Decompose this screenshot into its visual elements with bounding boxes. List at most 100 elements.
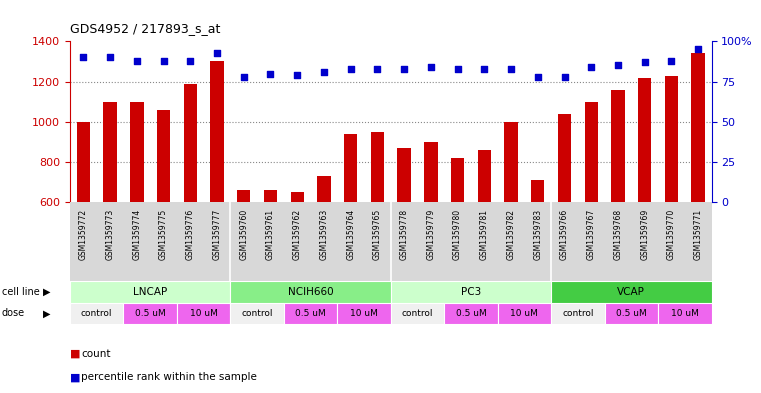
- Text: 0.5 uM: 0.5 uM: [456, 309, 486, 318]
- Bar: [451, 158, 464, 202]
- Bar: [264, 190, 277, 202]
- Bar: [692, 53, 705, 202]
- Point: [184, 57, 196, 64]
- Bar: [130, 102, 144, 202]
- Bar: [70, 281, 231, 303]
- Bar: [317, 176, 330, 202]
- Point: [425, 64, 437, 70]
- Bar: [123, 303, 177, 324]
- Text: GSM1359780: GSM1359780: [453, 209, 462, 260]
- Text: dose: dose: [2, 309, 24, 318]
- Text: GSM1359783: GSM1359783: [533, 209, 543, 260]
- Point: [692, 46, 704, 53]
- Point: [451, 66, 463, 72]
- Text: GSM1359770: GSM1359770: [667, 209, 676, 260]
- Text: GSM1359761: GSM1359761: [266, 209, 275, 260]
- Text: GDS4952 / 217893_s_at: GDS4952 / 217893_s_at: [70, 22, 221, 35]
- Text: GSM1359764: GSM1359764: [346, 209, 355, 260]
- Text: count: count: [81, 349, 111, 359]
- Point: [532, 73, 544, 80]
- Text: GSM1359765: GSM1359765: [373, 209, 382, 260]
- Text: GSM1359776: GSM1359776: [186, 209, 195, 260]
- Text: GSM1359779: GSM1359779: [426, 209, 435, 260]
- Text: control: control: [562, 309, 594, 318]
- Text: 10 uM: 10 uM: [189, 309, 218, 318]
- Point: [211, 50, 223, 56]
- Bar: [231, 281, 391, 303]
- Point: [104, 54, 116, 61]
- Bar: [371, 132, 384, 202]
- Point: [237, 73, 250, 80]
- Text: GSM1359782: GSM1359782: [507, 209, 515, 260]
- Bar: [611, 90, 625, 202]
- Text: control: control: [241, 309, 273, 318]
- Point: [478, 66, 490, 72]
- Bar: [551, 281, 712, 303]
- Bar: [551, 303, 605, 324]
- Text: GSM1359769: GSM1359769: [640, 209, 649, 260]
- Point: [585, 64, 597, 70]
- Point: [638, 59, 651, 65]
- Bar: [77, 122, 90, 202]
- Text: GSM1359773: GSM1359773: [106, 209, 115, 260]
- Text: LNCAP: LNCAP: [133, 287, 167, 297]
- Point: [665, 57, 677, 64]
- Bar: [638, 77, 651, 202]
- Bar: [605, 303, 658, 324]
- Text: GSM1359777: GSM1359777: [212, 209, 221, 260]
- Text: GSM1359762: GSM1359762: [293, 209, 301, 260]
- Text: GSM1359774: GSM1359774: [132, 209, 142, 260]
- Bar: [478, 150, 491, 202]
- Bar: [391, 281, 551, 303]
- Text: GSM1359767: GSM1359767: [587, 209, 596, 260]
- Text: GSM1359771: GSM1359771: [694, 209, 702, 260]
- Bar: [231, 303, 284, 324]
- Bar: [70, 303, 123, 324]
- Point: [345, 66, 357, 72]
- Text: 10 uM: 10 uM: [350, 309, 378, 318]
- Bar: [177, 303, 231, 324]
- Bar: [584, 102, 598, 202]
- Text: control: control: [81, 309, 113, 318]
- Text: GSM1359781: GSM1359781: [480, 209, 489, 260]
- Point: [398, 66, 410, 72]
- Bar: [237, 190, 250, 202]
- Text: 0.5 uM: 0.5 uM: [135, 309, 166, 318]
- Point: [612, 62, 624, 69]
- Bar: [498, 303, 551, 324]
- Point: [505, 66, 517, 72]
- Bar: [157, 110, 170, 202]
- Bar: [391, 303, 444, 324]
- Bar: [665, 75, 678, 202]
- Text: ▶: ▶: [43, 309, 51, 318]
- Text: GSM1359768: GSM1359768: [613, 209, 622, 260]
- Text: ▶: ▶: [43, 287, 51, 297]
- Point: [559, 73, 571, 80]
- Point: [371, 66, 384, 72]
- Text: NCIH660: NCIH660: [288, 287, 333, 297]
- Text: 0.5 uM: 0.5 uM: [295, 309, 326, 318]
- Text: VCAP: VCAP: [617, 287, 645, 297]
- Bar: [658, 303, 712, 324]
- Bar: [103, 102, 116, 202]
- Point: [318, 69, 330, 75]
- Bar: [531, 180, 544, 202]
- Text: ■: ■: [70, 349, 81, 359]
- Point: [291, 72, 304, 78]
- Point: [264, 70, 276, 77]
- Bar: [505, 122, 517, 202]
- Bar: [424, 142, 438, 202]
- Text: GSM1359763: GSM1359763: [320, 209, 329, 260]
- Point: [131, 57, 143, 64]
- Text: GSM1359772: GSM1359772: [79, 209, 88, 260]
- Text: cell line: cell line: [2, 287, 40, 297]
- Text: 0.5 uM: 0.5 uM: [616, 309, 647, 318]
- Bar: [397, 148, 411, 202]
- Text: GSM1359778: GSM1359778: [400, 209, 409, 260]
- Point: [158, 57, 170, 64]
- Bar: [558, 114, 572, 202]
- Bar: [210, 61, 224, 202]
- Text: GSM1359766: GSM1359766: [560, 209, 569, 260]
- Text: control: control: [402, 309, 433, 318]
- Bar: [284, 303, 337, 324]
